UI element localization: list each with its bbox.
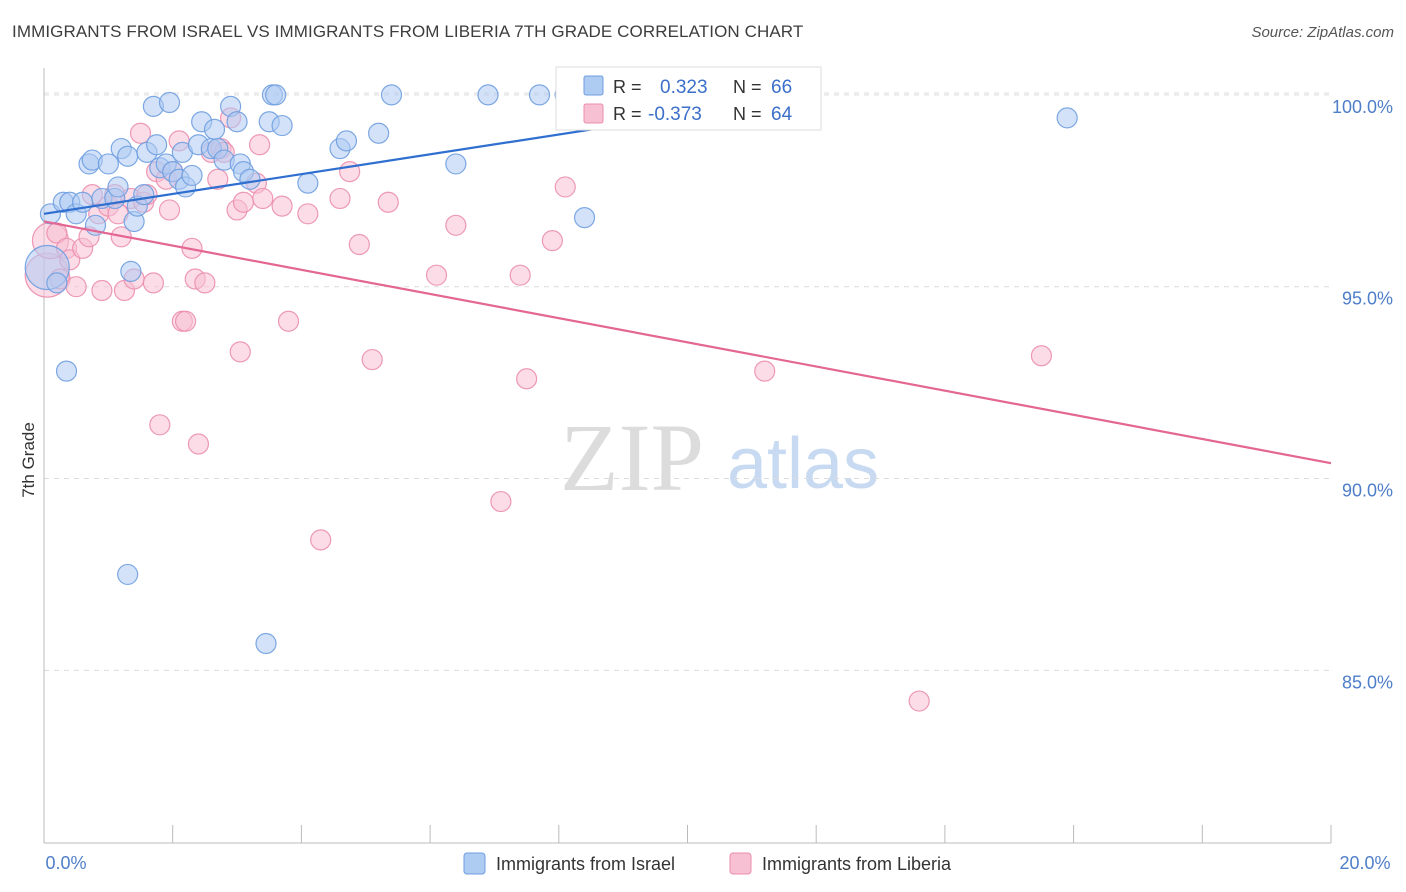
data-point [207, 168, 229, 190]
data-point [425, 264, 448, 286]
data-point [97, 153, 119, 175]
data-point [445, 153, 467, 175]
data-point [229, 341, 251, 363]
data-point [146, 134, 168, 156]
data-point [754, 360, 776, 382]
series-israel-points [24, 84, 1078, 655]
data-point [361, 348, 383, 371]
data-point [181, 164, 203, 187]
data-point [46, 272, 68, 294]
data-point [91, 279, 113, 302]
watermark-atlas: atlas [727, 424, 879, 504]
data-point [187, 433, 210, 455]
legend-swatch-israel [583, 75, 604, 96]
data-point [203, 118, 226, 140]
data-point [377, 191, 399, 213]
series-liberia-points [24, 107, 1053, 712]
chart-title: IMMIGRANTS FROM ISRAEL VS IMMIGRANTS FRO… [12, 22, 804, 41]
y-tick-labels: 85.0% 90.0% 95.0% 100.0% [1332, 97, 1393, 692]
data-point [255, 632, 277, 655]
data-point [252, 187, 274, 210]
bottom-legend-label-israel: Immigrants from Israel [496, 854, 675, 874]
legend-n-value-israel: 66 [771, 77, 792, 98]
data-point [554, 176, 576, 198]
legend-r-value-liberia: -0.373 [648, 104, 702, 125]
legend-r-label-liberia: R = [613, 104, 642, 124]
x-tick-label-max: 20.0% [1339, 853, 1390, 873]
data-point [1056, 107, 1078, 129]
data-point [265, 84, 287, 106]
correlation-legend: R = 0.323 N = 66 R = -0.373 N = 64 [555, 66, 822, 131]
y-tick-label: 90.0% [1342, 481, 1393, 501]
data-point [129, 122, 152, 144]
y-axis-label: 7th Grade [19, 422, 38, 498]
y-tick-label: 100.0% [1332, 97, 1393, 117]
data-point [477, 84, 499, 106]
legend-n-label-israel: N = [733, 77, 762, 97]
data-point [65, 276, 87, 298]
data-point [55, 360, 78, 382]
data-point [133, 184, 155, 206]
data-point [158, 91, 181, 114]
data-point [445, 214, 467, 236]
series-legend: Immigrants from Israel Immigrants from L… [463, 852, 952, 875]
data-point [271, 114, 293, 137]
data-point [908, 690, 930, 712]
data-point [368, 122, 390, 144]
data-point [573, 207, 596, 229]
data-point [120, 260, 142, 282]
data-point [528, 84, 551, 106]
legend-r-value-israel: 0.323 [660, 77, 708, 98]
data-point [348, 233, 370, 256]
data-point [310, 529, 332, 551]
data-point [490, 490, 512, 513]
data-point [107, 176, 129, 198]
data-point [297, 203, 319, 225]
data-point [1030, 345, 1053, 367]
data-point [149, 414, 171, 436]
data-point [117, 145, 139, 167]
legend-swatch-liberia [583, 103, 604, 124]
legend-n-label-liberia: N = [733, 104, 762, 124]
y-tick-label: 85.0% [1342, 672, 1393, 692]
data-point [142, 272, 164, 294]
legend-r-label-israel: R = [613, 77, 642, 97]
data-point [239, 168, 261, 190]
x-tick-label-min: 0.0% [45, 853, 86, 873]
data-point [277, 310, 300, 332]
trendline-liberia [43, 220, 1332, 465]
data-point [174, 310, 197, 332]
data-point [329, 187, 351, 210]
data-point [271, 195, 293, 217]
data-point [194, 272, 216, 294]
data-point [232, 191, 255, 213]
data-point [226, 111, 248, 133]
watermark-zip: ZIP [560, 404, 704, 511]
data-point [158, 199, 181, 221]
x-ticks [43, 825, 1332, 843]
bottom-legend-swatch-israel [463, 852, 486, 875]
data-point [297, 172, 319, 194]
chart-source: Source: ZipAtlas.com [1251, 24, 1394, 41]
bottom-legend-swatch-liberia [729, 852, 752, 875]
data-point [335, 130, 358, 152]
data-point [248, 134, 271, 156]
data-point [516, 368, 538, 390]
y-tick-label: 95.0% [1342, 289, 1393, 309]
data-point [509, 264, 531, 286]
legend-n-value-liberia: 64 [771, 104, 793, 125]
data-point [380, 84, 403, 106]
data-point [541, 230, 563, 252]
bottom-legend-label-liberia: Immigrants from Liberia [762, 854, 952, 874]
data-point [117, 563, 139, 586]
